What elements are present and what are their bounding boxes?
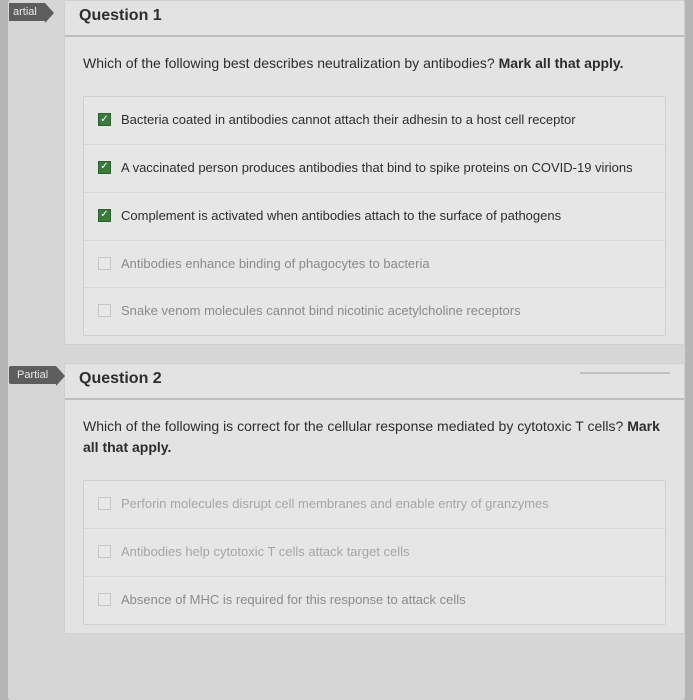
question-block-1: artial Question 1 Which of the following… bbox=[64, 0, 685, 345]
checkbox-icon[interactable]: ✓ bbox=[98, 161, 111, 174]
option-row[interactable]: Antibodies enhance binding of phagocytes… bbox=[84, 241, 665, 289]
checkbox-icon[interactable] bbox=[98, 257, 111, 270]
option-text: Absence of MHC is required for this resp… bbox=[121, 591, 466, 610]
question-prompt-1: Which of the following best describes ne… bbox=[83, 53, 666, 74]
question-header-1: Question 1 bbox=[65, 1, 684, 37]
option-row[interactable]: ✓ Complement is activated when antibodie… bbox=[84, 193, 665, 241]
checkbox-icon[interactable] bbox=[98, 545, 111, 558]
options-list-1: ✓ Bacteria coated in antibodies cannot a… bbox=[83, 96, 666, 336]
option-text: A vaccinated person produces antibodies … bbox=[121, 159, 633, 178]
score-placeholder bbox=[580, 372, 670, 374]
option-row[interactable]: Antibodies help cytotoxic T cells attack… bbox=[84, 529, 665, 577]
option-row[interactable]: Snake venom molecules cannot bind nicoti… bbox=[84, 288, 665, 335]
checkbox-icon[interactable] bbox=[98, 593, 111, 606]
option-text: Complement is activated when antibodies … bbox=[121, 207, 561, 226]
checkbox-icon[interactable]: ✓ bbox=[98, 209, 111, 222]
question-body-1: Which of the following best describes ne… bbox=[65, 37, 684, 344]
option-text: Perforin molecules disrupt cell membrane… bbox=[121, 495, 549, 514]
option-row[interactable]: ✓ Bacteria coated in antibodies cannot a… bbox=[84, 97, 665, 145]
checkbox-icon[interactable]: ✓ bbox=[98, 113, 111, 126]
question-header-2: Question 2 bbox=[65, 364, 684, 400]
option-row[interactable]: Perforin molecules disrupt cell membrane… bbox=[84, 481, 665, 529]
checkbox-icon[interactable] bbox=[98, 497, 111, 510]
checkbox-icon[interactable] bbox=[98, 304, 111, 317]
quiz-inner: artial Question 1 Which of the following… bbox=[8, 0, 685, 700]
quiz-page: artial Question 1 Which of the following… bbox=[0, 0, 693, 700]
options-list-2: Perforin molecules disrupt cell membrane… bbox=[83, 480, 666, 625]
question-title-1: Question 1 bbox=[79, 7, 162, 24]
option-row[interactable]: ✓ A vaccinated person produces antibodie… bbox=[84, 145, 665, 193]
question-title-2: Question 2 bbox=[79, 370, 162, 387]
prompt-bold-1: Mark all that apply. bbox=[499, 55, 624, 71]
option-row[interactable]: Absence of MHC is required for this resp… bbox=[84, 577, 665, 624]
option-text: Bacteria coated in antibodies cannot att… bbox=[121, 111, 576, 130]
question-prompt-2: Which of the following is correct for th… bbox=[83, 416, 666, 458]
option-text: Snake venom molecules cannot bind nicoti… bbox=[121, 302, 521, 321]
option-text: Antibodies help cytotoxic T cells attack… bbox=[121, 543, 410, 562]
prompt-text-1: Which of the following best describes ne… bbox=[83, 55, 495, 71]
question-body-2: Which of the following is correct for th… bbox=[65, 400, 684, 633]
partial-tag-1: artial bbox=[9, 3, 45, 21]
question-block-2: Partial Question 2 Which of the followin… bbox=[64, 363, 685, 634]
partial-tag-2: Partial bbox=[9, 366, 56, 384]
prompt-text-2: Which of the following is correct for th… bbox=[83, 418, 623, 434]
option-text: Antibodies enhance binding of phagocytes… bbox=[121, 255, 430, 274]
